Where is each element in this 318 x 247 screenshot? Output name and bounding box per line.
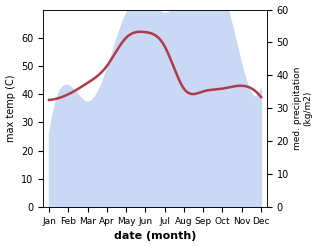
Y-axis label: med. precipitation
(kg/m2): med. precipitation (kg/m2) <box>293 67 313 150</box>
X-axis label: date (month): date (month) <box>114 231 196 242</box>
Y-axis label: max temp (C): max temp (C) <box>5 75 16 142</box>
